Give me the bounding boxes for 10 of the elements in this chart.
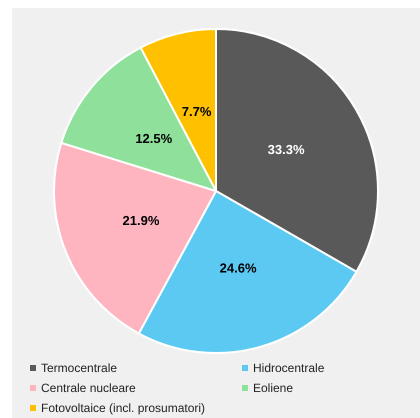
legend-label: Eoliene [252,381,294,395]
data-label: 7.7% [182,104,212,119]
legend-label: Hidrocentrale [252,361,326,375]
legend-label: Centrale nucleare [40,381,137,395]
data-label: 33.3% [268,142,305,158]
legend-label: Termocentrale [40,361,118,375]
data-label: 24.6% [220,260,257,276]
data-label: 12.5% [135,130,173,146]
legend-label: Fotovoltaice (incl. prosumatori) [40,401,206,415]
data-label: 21.9% [122,213,160,228]
